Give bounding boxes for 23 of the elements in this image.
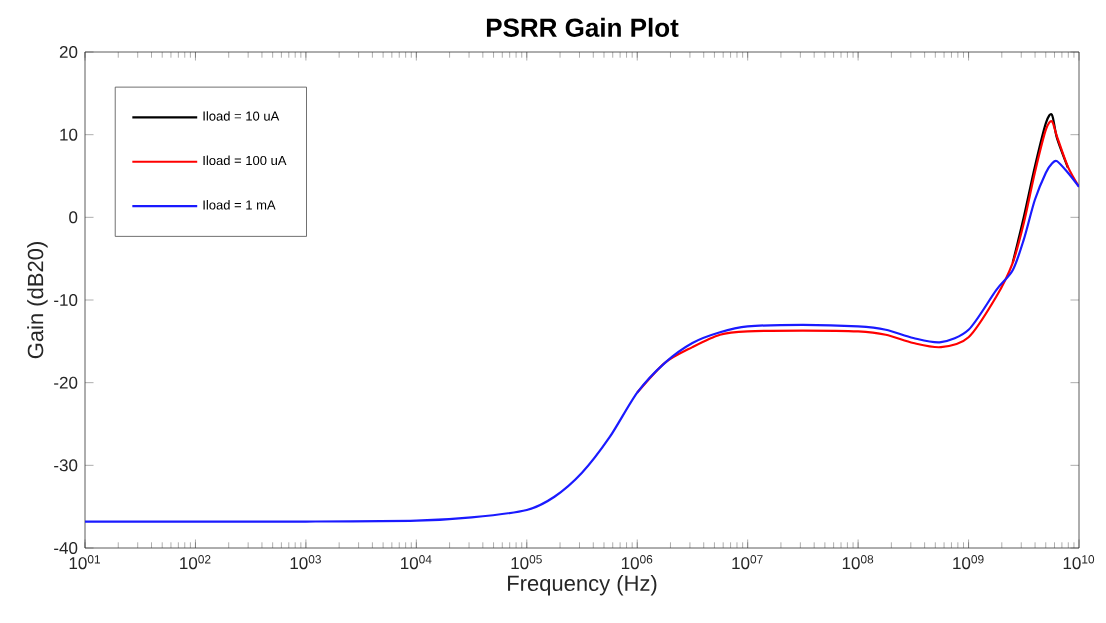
x-tick-label: 10$^{06}$ [621, 555, 653, 570]
x-tick-label: 10$^{03}$ [290, 555, 321, 570]
x-tick-label: 10$^{05}$ [511, 555, 542, 570]
x-tick-label: 10$^{01}$ [69, 555, 100, 570]
x-tick-label: 10$^{10}$ [1063, 555, 1095, 570]
legend-label: Iload = 1 mA [203, 199, 276, 210]
x-tick-label: 10$^{07}$ [732, 555, 763, 570]
x-tick-label: 10$^{08}$ [842, 555, 874, 570]
y-axis-title: Gain (dB20) [27, 242, 48, 359]
x-tick-label: 10$^{09}$ [953, 555, 984, 570]
y-tick-label: -40 [54, 542, 78, 555]
y-tick-label: 0 [69, 211, 78, 224]
y-tick-label: 20 [59, 46, 78, 59]
y-tick-label: -30 [54, 459, 78, 472]
x-tick-label: 10$^{04}$ [401, 555, 432, 570]
legend-label: Iload = 10 uA [203, 111, 280, 121]
legend-label: Iload = 100 uA [203, 155, 287, 166]
y-tick-label: -10 [54, 294, 78, 307]
x-tick-label: 10$^{02}$ [180, 555, 211, 570]
x-axis-title: Frequency (Hz) [508, 574, 657, 596]
chart-title: PSRR Gain Plot [486, 17, 679, 37]
y-tick-label: 10 [60, 128, 78, 141]
y-tick-label: -20 [54, 376, 78, 389]
